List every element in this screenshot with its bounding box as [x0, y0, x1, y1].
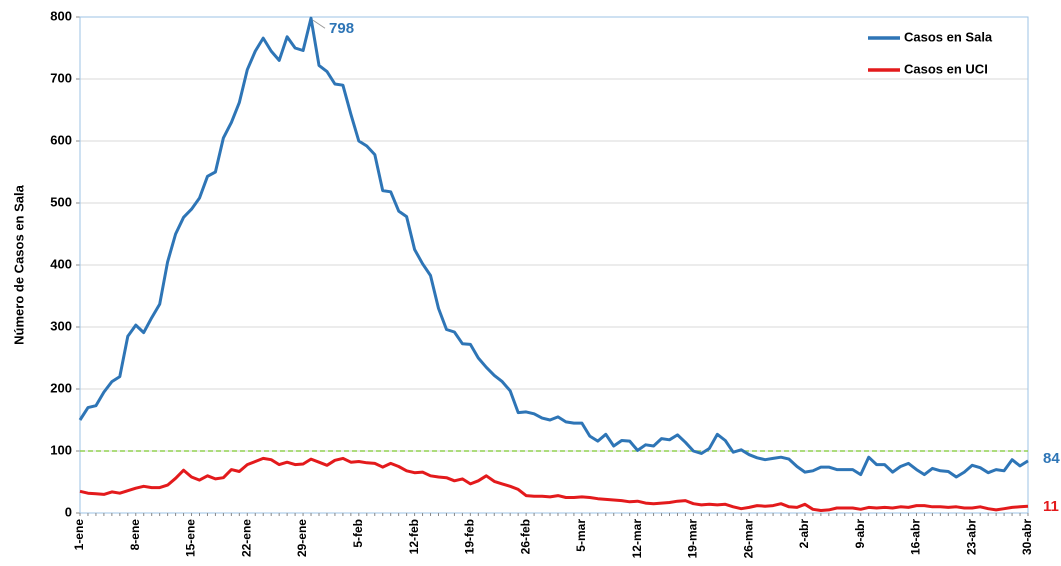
- y-tick-label: 100: [50, 442, 72, 457]
- x-tick-label: 5-feb: [351, 519, 365, 548]
- x-tick-label: 12-feb: [407, 519, 421, 554]
- y-tick-label: 500: [50, 194, 72, 209]
- data-label: 84: [1043, 450, 1060, 467]
- y-tick-label: 300: [50, 318, 72, 333]
- x-tick-label: 1-ene: [72, 519, 86, 551]
- y-tick-label: 800: [50, 8, 72, 23]
- x-tick-label: 22-ene: [239, 519, 253, 557]
- y-tick-label: 700: [50, 70, 72, 85]
- legend-label: Casos en UCI: [904, 61, 988, 76]
- x-tick-label: 9-abr: [853, 519, 867, 549]
- x-tick-label: 8-ene: [128, 519, 142, 551]
- data-label: 798: [329, 20, 354, 37]
- y-tick-label: 0: [65, 504, 72, 519]
- series-line: [78, 16, 1029, 479]
- x-tick-label: 12-mar: [630, 519, 644, 559]
- x-tick-label: 16-abr: [909, 519, 923, 555]
- x-tick-label: 5-mar: [574, 519, 588, 552]
- x-tick-label: 19-feb: [463, 519, 477, 554]
- x-tick-label: 29-ene: [295, 519, 309, 557]
- data-label: 11: [1043, 498, 1059, 515]
- x-tick-label: 23-abr: [964, 519, 978, 555]
- y-tick-label: 200: [50, 380, 72, 395]
- x-tick-label: 15-ene: [184, 519, 198, 557]
- series-line: [79, 456, 1029, 512]
- y-axis-label: Número de Casos en Sala: [11, 184, 26, 344]
- x-tick-label: 26-feb: [518, 519, 532, 554]
- x-tick-label: 26-mar: [741, 519, 755, 559]
- x-tick-label: 19-mar: [686, 519, 700, 559]
- x-tick-label: 2-abr: [797, 519, 811, 549]
- plot-frame: [79, 16, 1029, 514]
- y-tick-label: 400: [50, 256, 72, 271]
- y-tick-label: 600: [50, 132, 72, 147]
- legend-label: Casos en Sala: [904, 29, 993, 44]
- x-tick-label: 30-abr: [1020, 519, 1034, 555]
- leader-line: [312, 19, 326, 29]
